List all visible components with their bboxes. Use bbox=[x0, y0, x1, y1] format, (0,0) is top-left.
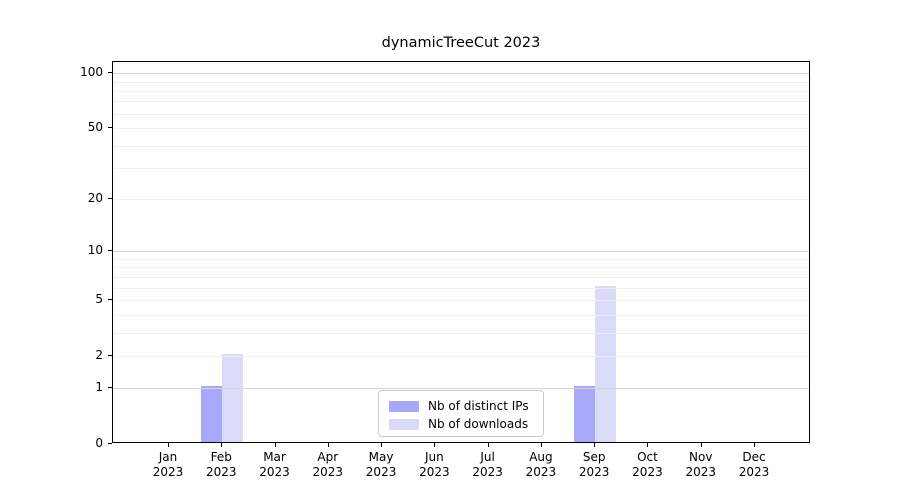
x-tick-mark bbox=[700, 443, 702, 447]
x-tick-mark bbox=[754, 443, 755, 447]
y-tick-mark bbox=[108, 250, 112, 252]
gridline-minor bbox=[113, 81, 809, 83]
gridline-minor bbox=[113, 101, 809, 103]
legend-swatch-distinct-ips bbox=[389, 400, 419, 412]
x-tick-label-jan: Jan 2023 bbox=[152, 450, 184, 479]
gridline-minor bbox=[113, 199, 809, 201]
gridline-minor bbox=[113, 300, 809, 301]
bar-nb-of-downloads-feb bbox=[222, 353, 244, 442]
gridline-minor bbox=[113, 258, 809, 260]
x-tick-mark bbox=[434, 443, 436, 447]
gridline-minor bbox=[113, 145, 809, 147]
y-tick-label: 1 bbox=[95, 380, 103, 395]
x-tick-mark bbox=[274, 443, 276, 447]
y-tick-label: 20 bbox=[87, 191, 103, 206]
y-tick-label: 2 bbox=[95, 347, 103, 362]
x-tick-mark bbox=[381, 443, 383, 447]
x-tick-label-apr: Apr 2023 bbox=[312, 450, 344, 479]
gridline-minor bbox=[113, 276, 809, 278]
legend-label-distinct-ips: Nb of distinct IPs bbox=[428, 399, 529, 413]
x-tick-mark bbox=[647, 443, 649, 447]
plot-area bbox=[112, 61, 810, 443]
gridline-major bbox=[113, 251, 809, 253]
x-tick-mark bbox=[487, 443, 489, 447]
bar-nb-of-downloads-sep bbox=[595, 285, 617, 442]
x-tick-label-jun: Jun 2023 bbox=[419, 450, 450, 479]
gridline-minor bbox=[113, 90, 809, 92]
y-tick-label: 5 bbox=[95, 292, 103, 306]
gridline-major bbox=[113, 73, 809, 75]
x-tick-label-oct: Oct 2023 bbox=[632, 450, 663, 479]
legend-swatch-downloads bbox=[389, 418, 419, 430]
gridline-minor bbox=[113, 113, 809, 115]
gridline-minor bbox=[113, 128, 809, 130]
y-tick-mark bbox=[108, 72, 112, 74]
legend-label-downloads: Nb of downloads bbox=[428, 417, 529, 431]
y-tick-mark bbox=[108, 299, 112, 300]
x-tick-label-feb: Feb 2023 bbox=[205, 450, 237, 479]
x-tick-mark bbox=[221, 443, 223, 447]
x-tick-mark bbox=[540, 443, 542, 447]
x-tick-mark bbox=[168, 443, 169, 447]
y-tick-mark bbox=[108, 443, 112, 444]
gridline-minor bbox=[113, 287, 809, 289]
x-tick-mark bbox=[327, 443, 329, 447]
y-tick-label: 10 bbox=[87, 243, 103, 258]
y-tick-label: 0 bbox=[95, 436, 103, 450]
x-tick-label-jul: Jul 2023 bbox=[472, 450, 503, 479]
legend-item-downloads: Nb of downloads bbox=[389, 415, 533, 433]
x-tick-mark bbox=[594, 443, 596, 447]
bar-nb-of-distinct-ips-feb bbox=[201, 386, 223, 442]
y-tick-label: 50 bbox=[87, 120, 103, 135]
x-tick-label-sep: Sep 2023 bbox=[578, 450, 610, 479]
gridline-minor bbox=[113, 267, 809, 269]
legend-item-distinct-ips: Nb of distinct IPs bbox=[389, 397, 533, 415]
bar-nb-of-distinct-ips-sep bbox=[574, 386, 596, 442]
chart-title: dynamicTreeCut 2023 bbox=[381, 35, 541, 51]
y-tick-mark bbox=[108, 198, 112, 200]
gridline-minor bbox=[113, 355, 809, 357]
gridline-minor bbox=[113, 168, 809, 170]
y-tick-mark bbox=[108, 387, 112, 389]
gridline-minor bbox=[113, 332, 809, 334]
y-tick-mark bbox=[108, 354, 112, 356]
x-tick-label-mar: Mar 2023 bbox=[259, 450, 290, 479]
legend: Nb of distinct IPs Nb of downloads bbox=[378, 390, 544, 437]
y-tick-label: 100 bbox=[80, 65, 103, 80]
y-tick-mark bbox=[108, 127, 112, 129]
x-tick-label-nov: Nov 2023 bbox=[685, 450, 716, 479]
x-tick-label-dec: Dec 2023 bbox=[738, 450, 770, 479]
gridline-minor bbox=[113, 314, 809, 316]
x-tick-label-may: May 2023 bbox=[365, 450, 397, 479]
x-tick-label-aug: Aug 2023 bbox=[525, 450, 557, 479]
